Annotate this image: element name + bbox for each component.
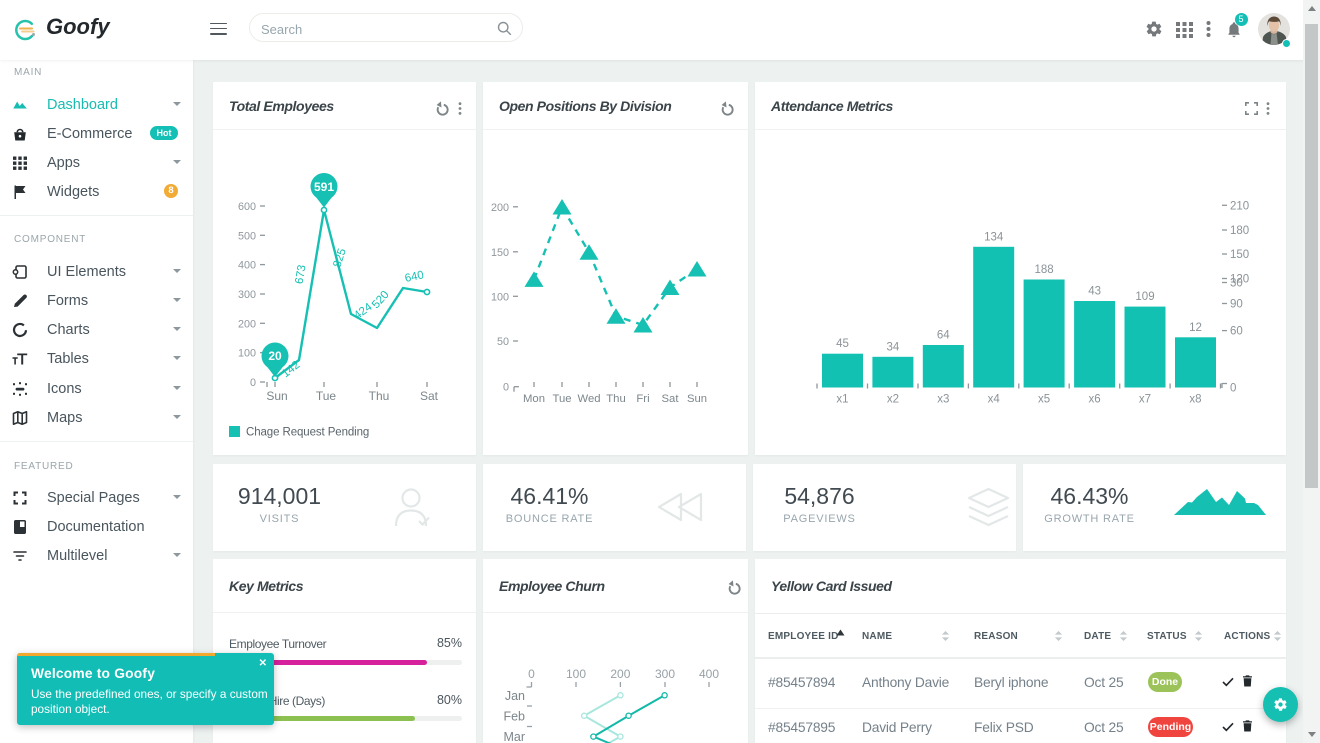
svg-text:Sat: Sat [420,389,439,403]
svg-text:x3: x3 [937,394,949,406]
svg-text:200: 200 [610,667,630,681]
svg-text:45: 45 [836,338,849,350]
svg-text:Mar: Mar [503,730,525,743]
svg-text:Feb: Feb [503,710,525,724]
svg-text:300: 300 [655,667,675,681]
svg-text:Tue: Tue [316,389,337,403]
svg-text:100: 100 [566,667,586,681]
svg-text:x5: x5 [1038,394,1050,406]
svg-text:x2: x2 [887,394,899,406]
svg-text:20: 20 [268,349,282,363]
svg-text:Chage Request Pending: Chage Request Pending [246,427,369,439]
svg-text:150: 150 [1230,249,1249,261]
svg-text:64: 64 [937,330,950,342]
svg-text:100: 100 [238,348,256,360]
svg-text:520: 520 [370,289,392,311]
svg-text:825: 825 [331,247,348,269]
svg-text:0: 0 [528,667,535,681]
svg-text:300: 300 [238,289,256,301]
svg-text:Tue: Tue [552,393,571,405]
svg-text:188: 188 [1035,264,1054,276]
svg-text:Thu: Thu [606,393,625,405]
svg-text:673: 673 [293,264,308,285]
svg-text:210: 210 [1230,200,1249,212]
svg-text:34: 34 [887,341,900,353]
svg-text:Fri: Fri [636,393,649,405]
svg-text:400: 400 [699,667,719,681]
svg-text:Sun: Sun [687,393,707,405]
svg-text:180: 180 [1230,225,1249,237]
svg-text:500: 500 [238,230,256,242]
svg-text:200: 200 [238,318,256,330]
svg-text:120: 120 [1230,274,1249,286]
svg-text:50: 50 [497,336,509,348]
svg-text:600: 600 [238,201,256,213]
svg-text:0: 0 [1230,383,1236,395]
svg-text:x4: x4 [988,394,1001,406]
svg-text:90: 90 [1230,299,1243,311]
svg-text:x8: x8 [1189,394,1201,406]
svg-text:60: 60 [1230,326,1243,338]
svg-text:Wed: Wed [577,393,600,405]
svg-text:Thu: Thu [369,389,390,403]
svg-text:109: 109 [1135,291,1154,303]
svg-text:0: 0 [250,377,256,389]
svg-text:30: 30 [1230,278,1243,290]
svg-text:12: 12 [1189,322,1202,334]
svg-text:Mon: Mon [523,393,545,405]
svg-text:Sun: Sun [266,389,287,403]
svg-text:591: 591 [314,180,334,194]
svg-text:134: 134 [984,231,1004,243]
svg-text:0: 0 [503,382,509,394]
svg-text:43: 43 [1088,286,1101,298]
svg-text:x1: x1 [836,394,848,406]
svg-text:200: 200 [491,202,509,214]
svg-text:640: 640 [404,269,425,285]
svg-text:Sat: Sat [662,393,680,405]
svg-text:x6: x6 [1089,394,1101,406]
svg-text:x7: x7 [1139,394,1151,406]
svg-text:400: 400 [238,260,256,272]
svg-text:Jan: Jan [505,689,525,703]
svg-text:150: 150 [491,247,509,259]
svg-text:100: 100 [491,291,509,303]
